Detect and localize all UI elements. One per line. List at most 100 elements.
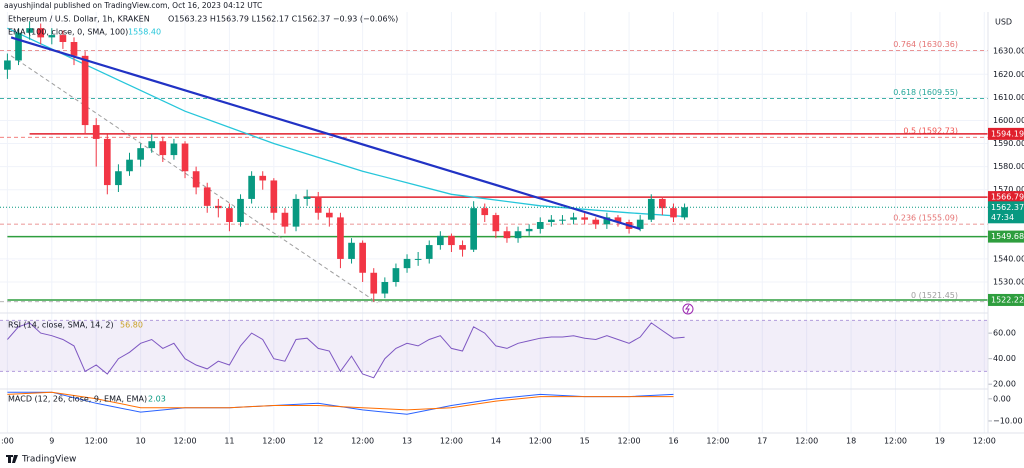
rsi-line — [7, 322, 685, 379]
x-tick-label: 12:00 — [795, 437, 818, 446]
candle-body — [448, 235, 455, 246]
price-tag-label: 1566.79 — [991, 193, 1024, 202]
candle-body — [159, 141, 167, 156]
candle-body — [559, 219, 566, 221]
x-tick-label: 16 — [668, 437, 678, 446]
candle-body — [26, 28, 33, 33]
fib-label: 0.5 (1592.73) — [903, 127, 958, 136]
candle-body — [481, 208, 489, 216]
candle-body — [170, 143, 178, 156]
x-tick-label: 12:00 — [262, 437, 285, 446]
x-tick-label: 11 — [224, 437, 234, 446]
y-tick-label: 1530.00 — [993, 278, 1024, 287]
candle-body — [248, 175, 255, 199]
candle-body — [459, 245, 466, 250]
y-tick-label: 1600.00 — [993, 116, 1024, 125]
candle-body — [203, 187, 211, 206]
candle-body — [314, 196, 322, 213]
event-icon-bolt — [685, 304, 690, 314]
ema-value: 1558.40 — [128, 28, 161, 37]
candle-body — [492, 215, 500, 232]
candle-body — [348, 242, 355, 259]
candle-body — [137, 148, 144, 160]
candle-body — [636, 219, 644, 229]
x-tick-label: 12:00 — [973, 437, 996, 446]
candle-body — [536, 222, 544, 229]
published: aayushjindal published on TradingView.co… — [4, 1, 262, 10]
candle-body — [181, 143, 189, 172]
candle-body — [270, 180, 278, 213]
candle-body — [126, 159, 133, 172]
y-tick-label: 1610.00 — [993, 93, 1024, 102]
candle-body — [92, 125, 100, 139]
candle-body — [237, 198, 244, 222]
candle-body — [192, 171, 200, 188]
candle-body — [548, 219, 555, 222]
price-tag — [988, 293, 1024, 306]
fib-label: 0.236 (1555.09) — [893, 214, 958, 223]
candle-body — [15, 32, 22, 61]
candle-body — [292, 198, 300, 227]
ema-line — [7, 27, 685, 218]
x-tick-label: 13 — [402, 437, 412, 446]
currency: USD — [995, 18, 1012, 27]
x-tick-label: 19 — [935, 437, 945, 446]
candle-body — [470, 208, 477, 250]
y-tick-label: 60.00 — [993, 329, 1016, 338]
candle-body — [226, 208, 233, 222]
candle-body — [4, 60, 11, 70]
x-tick-label: 12:00 — [351, 437, 374, 446]
y-tick-label: 40.00 — [993, 354, 1016, 363]
candle-body — [503, 231, 511, 239]
grid: :00 9 12:00 10 12:00 11 12:00 12 12:00 13 12:00 14 1… — [0, 12, 1024, 446]
y-tick-label: 0.00 — [993, 394, 1011, 403]
x-tick-label: 12:00 — [529, 437, 552, 446]
candle-body — [48, 35, 56, 38]
candle-body — [392, 268, 400, 282]
candle-body — [326, 212, 333, 218]
y-tick-label: 20.00 — [993, 380, 1016, 389]
trendline — [10, 36, 641, 230]
event-icon[interactable] — [682, 303, 694, 315]
x-tick-label: 12:00 — [173, 437, 196, 446]
candle-body — [614, 217, 622, 222]
y-tick-label: 1540.00 — [993, 254, 1024, 263]
plot: 0.764 (1630.36) 0.618 (1609.55) 0.5 (1592.… — [0, 21, 988, 415]
price-tag — [988, 191, 1024, 204]
x-tick-label: 18 — [846, 437, 856, 446]
candle-body — [581, 217, 588, 220]
x-tick-label: 12:00 — [85, 437, 108, 446]
y-tick-label: 1570.00 — [993, 185, 1024, 194]
ohlc: O1563.23 H1563.79 L1562.17 C1562.37 −0.9… — [168, 15, 398, 24]
candle-body — [414, 258, 422, 260]
candle-body — [281, 212, 289, 227]
fib-label: 0.618 (1609.55) — [893, 88, 958, 97]
candle-body — [81, 55, 89, 126]
candle-body — [425, 245, 433, 259]
candle-body — [670, 208, 677, 218]
candle-body — [681, 207, 688, 218]
candle-body — [603, 217, 611, 225]
candle-body — [370, 272, 378, 294]
price-tag — [988, 127, 1024, 140]
price-tag — [988, 230, 1024, 243]
fib-label: 0 (1521.45) — [911, 291, 958, 300]
candle-body — [59, 35, 67, 42]
price-tag-label: 1549.68 — [991, 232, 1024, 241]
x-tick-label: 12:00 — [618, 437, 641, 446]
candle-body — [337, 217, 344, 259]
y-tick-label: 1630.00 — [993, 47, 1024, 56]
x-tick-label: 12:00 — [884, 437, 907, 446]
x-tick-label: 10 — [136, 437, 146, 446]
rsi-value: 56.80 — [120, 321, 143, 330]
candle-body — [570, 217, 577, 220]
price-tag-label: 1522.22 — [991, 295, 1024, 304]
candle-body — [437, 235, 444, 246]
candle-body — [70, 42, 78, 56]
x-tick-label: 17 — [757, 437, 767, 446]
y-tick-label: 1580.00 — [993, 162, 1024, 171]
x-tick-label: 9 — [49, 437, 54, 446]
